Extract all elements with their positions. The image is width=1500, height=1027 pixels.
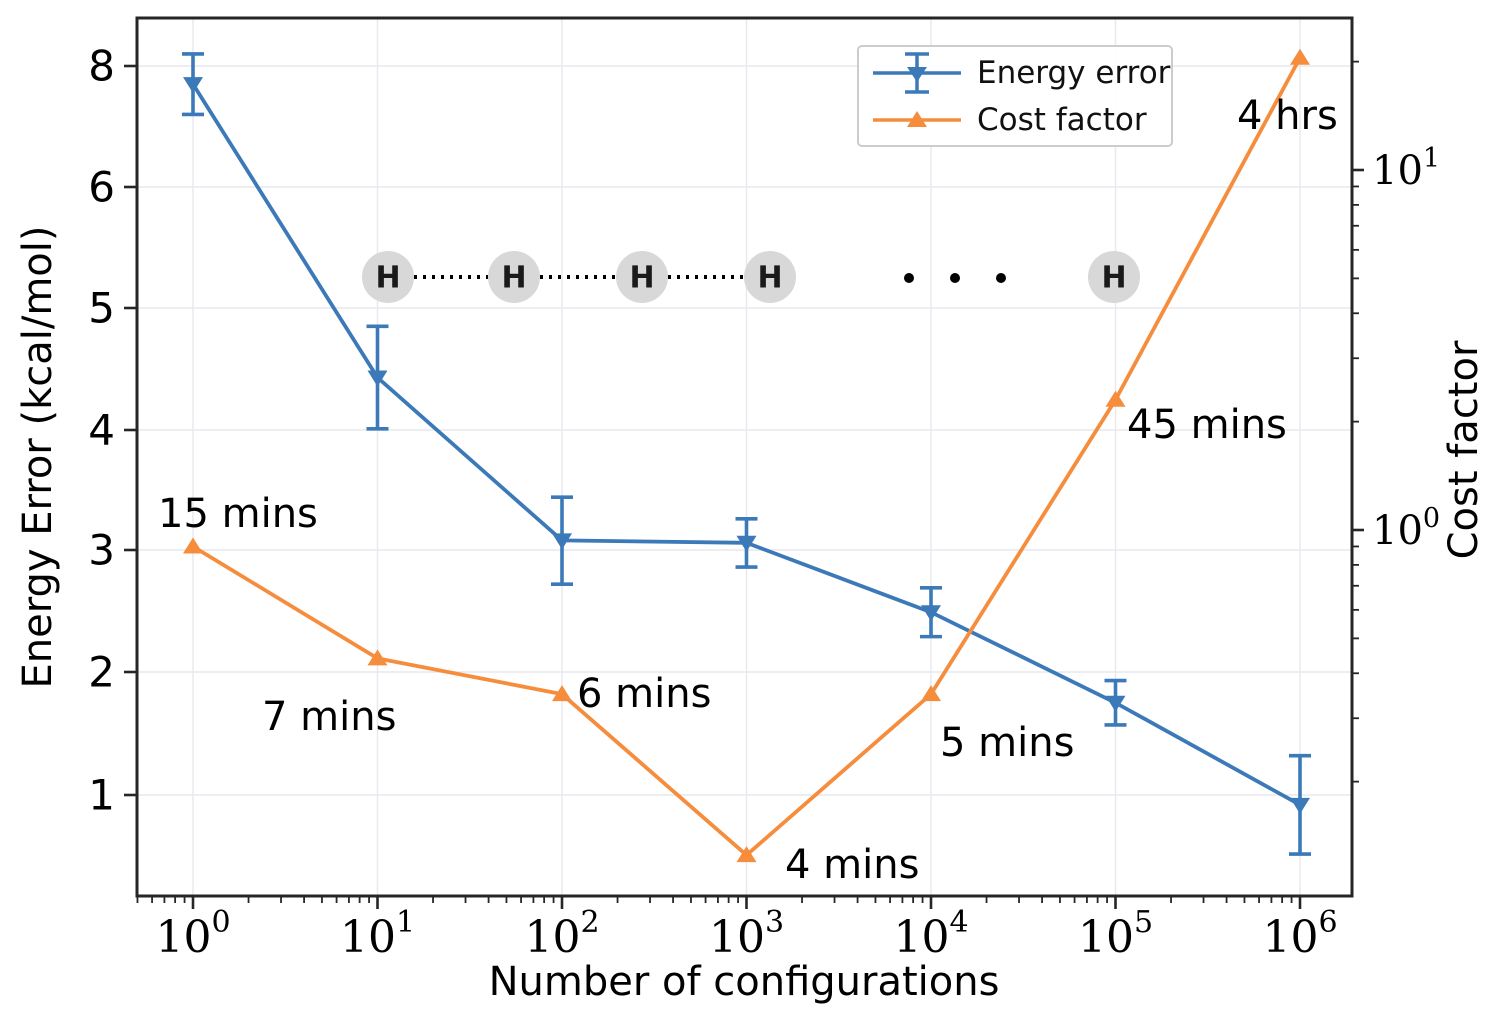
x-tick-label-10e5: 105 (1078, 905, 1153, 963)
y-right-tick-label-10e0: 100 (1372, 503, 1440, 554)
y-right-tick-label-10e1: 101 (1372, 143, 1440, 194)
hydrogen-atom-label: H (629, 261, 654, 296)
hydrogen-atom-circle (488, 251, 540, 303)
x-tick-label-10e1: 101 (340, 905, 415, 963)
x-tick-label-10e6: 106 (1262, 905, 1337, 963)
legend-label-cost-factor: Cost factor (977, 101, 1147, 138)
plot-frame (135, 16, 1354, 898)
ticks (124, 60, 1364, 909)
ellipsis-dot (950, 273, 960, 283)
annotation-6-mins: 6 mins (577, 671, 712, 717)
y-left-tick-label: 6 (88, 163, 115, 212)
cost-factor-marker (921, 685, 941, 702)
y-left-tick-label: 5 (88, 284, 115, 333)
cost-factor-legend-marker-icon (873, 110, 961, 127)
hydrogen-atom-label: H (375, 261, 400, 296)
cost-factor-marker (183, 537, 203, 554)
y-left-axis-title-text: Energy Error (kcal/mol) (15, 225, 61, 689)
x-axis-title: Number of configurations (489, 959, 1000, 1005)
x-tick-label-10e4: 104 (893, 905, 968, 963)
annotation-45-mins: 45 mins (1127, 402, 1287, 448)
hydrogen-atom-label: H (757, 261, 782, 296)
hydrogen-atom-circle (616, 251, 668, 303)
hydrogen-atom-label: H (501, 261, 526, 296)
y-right-axis-title-text: Cost factor (1441, 340, 1487, 560)
x-tick-label-10e2: 102 (524, 905, 599, 963)
legend: Energy error Cost factor (857, 45, 1173, 147)
cost-factor-marker (1105, 390, 1126, 407)
legend-row-energy-error: Energy error (859, 49, 1171, 96)
series-energy-error (182, 52, 1311, 856)
legend-row-cost-factor: Cost factor (859, 96, 1171, 143)
cost-factor-marker (552, 685, 572, 702)
hydrogen-atom-circle (1088, 251, 1140, 303)
y-left-tick-label: 1 (88, 771, 115, 820)
energy-error-marker (921, 605, 941, 622)
cost-factor-marker (736, 846, 757, 863)
annotation-15-mins: 15 mins (158, 491, 318, 537)
energy-error-marker (367, 370, 388, 387)
y-left-tick-label: 3 (88, 526, 115, 575)
tick-labels: 8 6 5 4 3 2 1 100 101 102 103 104 105 106 101 100 (88, 42, 1440, 964)
energy-error-legend-marker-icon (873, 51, 961, 94)
energy-error-marker (736, 535, 757, 552)
energy-error-marker (1105, 695, 1126, 712)
ellipsis-dot (904, 273, 914, 283)
hydrogen-atom-label: H (1101, 261, 1126, 296)
series-cost-factor (183, 48, 1310, 863)
hydrogen-atom-circle (744, 251, 796, 303)
energy-error-marker (552, 533, 572, 550)
energy-error-marker (1290, 797, 1310, 814)
cost-factor-marker (1290, 48, 1310, 65)
x-tick-label-10e0: 100 (155, 905, 230, 963)
gridlines (137, 18, 1352, 896)
legend-label-energy-error: Energy error (977, 54, 1171, 91)
ellipsis-dot (996, 273, 1006, 283)
annotation-4-hrs: 4 hrs (1237, 93, 1338, 139)
x-axis-title-text: Number of configurations (488, 959, 1000, 1005)
annotation-4-mins: 4 mins (785, 842, 920, 888)
annotation-7-mins: 7 mins (262, 694, 397, 740)
hydrogen-atom-circle (362, 251, 414, 303)
annotation-5-mins: 5 mins (940, 720, 1075, 766)
energy-error-marker (183, 77, 203, 94)
cost-factor-marker (367, 649, 388, 666)
y-left-tick-label: 8 (88, 42, 115, 91)
y-left-tick-label: 2 (88, 648, 115, 697)
x-tick-label-10e3: 103 (709, 905, 784, 963)
y-left-tick-label: 4 (88, 406, 115, 455)
